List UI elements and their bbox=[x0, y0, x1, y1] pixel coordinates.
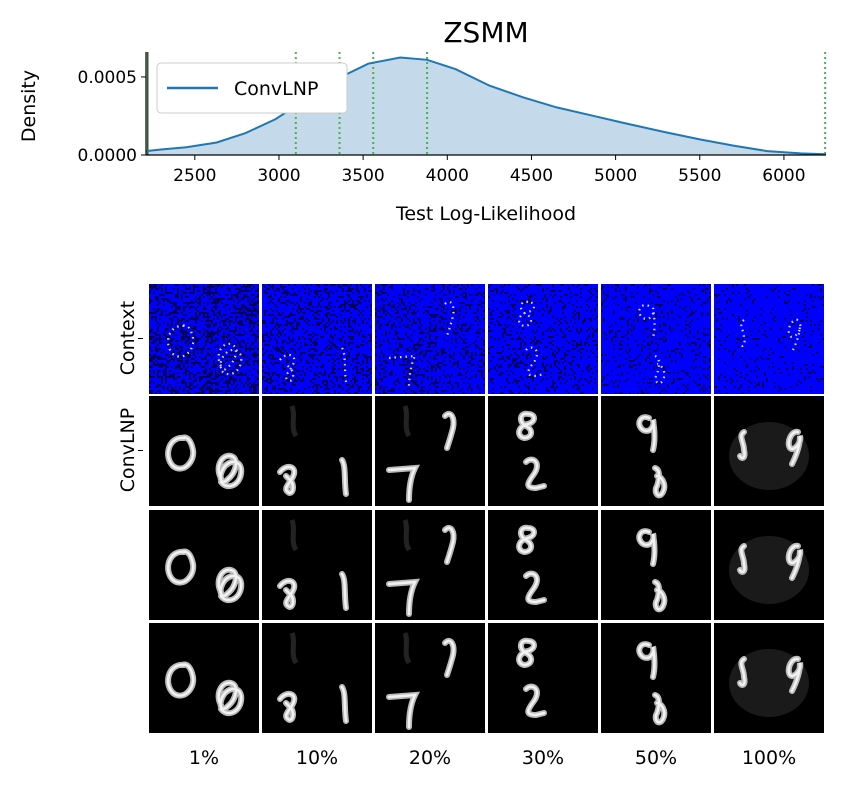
row-tick-context bbox=[138, 338, 143, 340]
x-tick-label-4000: 4000 bbox=[426, 166, 469, 186]
density-chart: ZSMM 2500 3000 3500 4000 4500 5000 5500 6000 0.0… bbox=[18, 16, 827, 225]
x-tick-label-3500: 3500 bbox=[341, 166, 384, 186]
row-label-context: Context bbox=[117, 300, 139, 376]
chart-title: ZSMM bbox=[443, 16, 528, 49]
column-label-3: 20% bbox=[408, 747, 452, 769]
x-tick-label-6000: 6000 bbox=[762, 166, 805, 186]
legend: ConvLNP bbox=[156, 62, 348, 114]
context-panel-4 bbox=[488, 284, 598, 394]
context-panel-5 bbox=[601, 284, 711, 394]
sample-panel-row3-2 bbox=[262, 623, 372, 733]
context-panel-6 bbox=[714, 284, 824, 394]
x-tick-label-5500: 5500 bbox=[678, 166, 721, 186]
x-tick-label-2500: 2500 bbox=[173, 166, 216, 186]
sample-panel-row3-4 bbox=[488, 623, 598, 733]
y-axis-label: Density bbox=[18, 70, 40, 142]
legend-box bbox=[156, 62, 348, 114]
x-tick-label-5000: 5000 bbox=[594, 166, 637, 186]
sample-panel-row3-1 bbox=[149, 623, 259, 733]
sample-panel-row1-1 bbox=[149, 396, 259, 506]
sample-panel-row1-4 bbox=[488, 396, 598, 506]
sample-panel-row2-6 bbox=[714, 510, 824, 620]
context-panel-1 bbox=[149, 284, 259, 394]
x-tick-label-3000: 3000 bbox=[257, 166, 300, 186]
row-label-convlnp: ConvLNP bbox=[117, 407, 139, 493]
sample-panel-row3-6 bbox=[714, 623, 824, 733]
sample-panel-row1-2 bbox=[262, 396, 372, 506]
column-label-4: 30% bbox=[521, 747, 565, 769]
sample-image-grid: Context ConvLNP 1% 10% 20% 30% 50% 100% bbox=[0, 270, 841, 788]
context-panel-2 bbox=[262, 284, 372, 394]
sample-panel-row1-6 bbox=[714, 396, 824, 506]
sample-panel-row2-5 bbox=[601, 510, 711, 620]
sample-panel-row2-1 bbox=[149, 510, 259, 620]
sample-panel-row1-5 bbox=[601, 396, 711, 506]
density-line-convlnp bbox=[145, 56, 827, 156]
sample-panel-row2-2 bbox=[262, 510, 372, 620]
x-axis-label: Test Log-Likelihood bbox=[395, 203, 576, 225]
sample-panel-row3-3 bbox=[375, 623, 485, 733]
y-tick-label-0: 0.0000 bbox=[78, 146, 137, 166]
legend-label-convlnp: ConvLNP bbox=[234, 78, 318, 100]
sample-panel-row2-3 bbox=[375, 510, 485, 620]
x-tick-label-4500: 4500 bbox=[510, 166, 553, 186]
sample-panel-row2-4 bbox=[488, 510, 598, 620]
column-label-2: 10% bbox=[295, 747, 339, 769]
y-tick-label-1: 0.0005 bbox=[78, 68, 137, 88]
sample-panel-row1-3 bbox=[375, 396, 485, 506]
row-tick-convlnp bbox=[138, 450, 143, 452]
context-panel-3 bbox=[375, 284, 485, 394]
column-label-1: 1% bbox=[188, 747, 220, 769]
column-label-5: 50% bbox=[634, 747, 678, 769]
column-label-6: 100% bbox=[741, 747, 797, 769]
sample-panel-row3-5 bbox=[601, 623, 711, 733]
